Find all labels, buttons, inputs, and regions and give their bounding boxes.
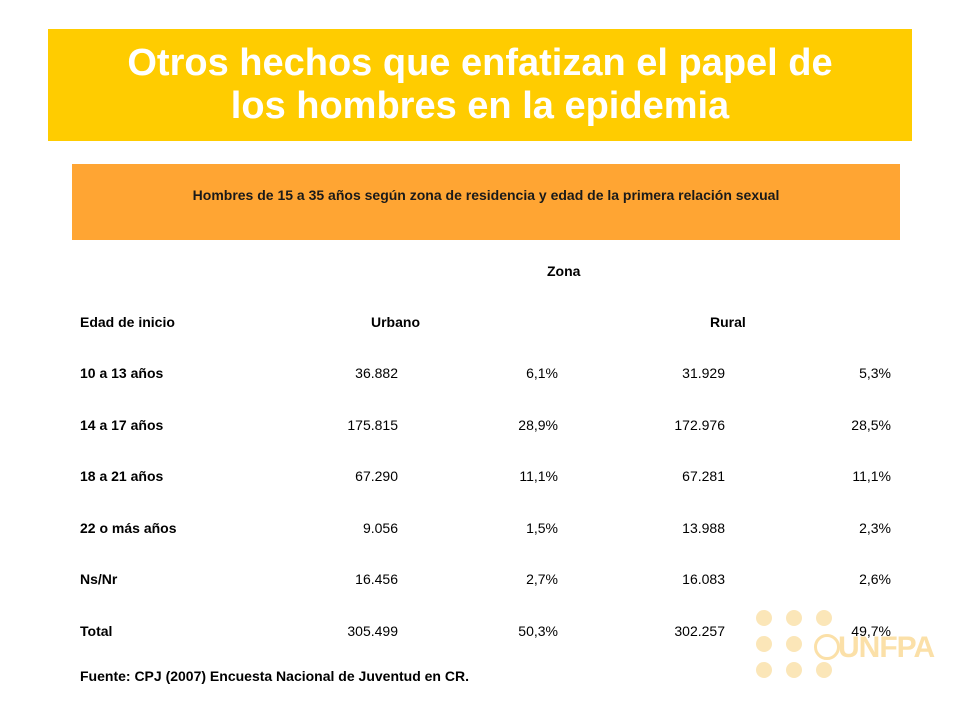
row-label: Total <box>80 623 113 639</box>
logo-dot <box>816 610 832 626</box>
rural-count: 172.976 <box>674 417 725 433</box>
slide-title: Otros hechos que enfatizan el papel de l… <box>127 42 832 128</box>
table-source-note: Fuente: CPJ (2007) Encuesta Nacional de … <box>80 668 469 684</box>
rural-percent: 5,3% <box>859 365 891 381</box>
rural-count: 302.257 <box>674 623 725 639</box>
row-label: 18 a 21 años <box>80 468 164 484</box>
rural-percent: 2,3% <box>859 520 891 536</box>
rural-percent: 11,1% <box>852 468 891 484</box>
logo-dot <box>786 636 802 652</box>
unfpa-logo-text: UNFPA <box>838 631 935 664</box>
rural-percent: 28,5% <box>851 417 891 433</box>
logo-dot <box>816 662 832 678</box>
rural-count: 13.988 <box>682 520 725 536</box>
urbano-count: 36.882 <box>355 365 398 381</box>
rural-count: 67.281 <box>682 468 725 484</box>
urbano-percent: 50,3% <box>518 623 558 639</box>
urbano-percent: 28,9% <box>518 417 558 433</box>
table-caption-banner: Hombres de 15 a 35 años según zona de re… <box>72 164 900 240</box>
urbano-count: 305.499 <box>347 623 398 639</box>
row-label: 22 o más años <box>80 520 177 536</box>
slide-title-line-1: Otros hechos que enfatizan el papel de <box>127 42 833 84</box>
logo-dot <box>756 662 772 678</box>
table-caption: Hombres de 15 a 35 años según zona de re… <box>192 187 780 203</box>
urbano-percent: 11,1% <box>519 468 558 484</box>
urbano-count: 9.056 <box>362 520 398 536</box>
row-label: 10 a 13 años <box>80 365 164 381</box>
column-header-rural: Rural <box>710 314 746 330</box>
rural-percent: 2,6% <box>859 571 891 587</box>
row-label: 14 a 17 años <box>80 417 164 433</box>
urbano-count: 16.456 <box>355 571 398 587</box>
un-emblem-icon <box>814 634 840 660</box>
column-header-edad: Edad de inicio <box>80 314 175 330</box>
logo-dot <box>786 662 802 678</box>
rural-percent: 49,7% <box>851 623 891 639</box>
logo-dot <box>786 610 802 626</box>
row-label: Ns/Nr <box>80 571 118 587</box>
rural-count: 31.929 <box>682 365 725 381</box>
urbano-count: 67.290 <box>355 468 398 484</box>
slide-title-banner: Otros hechos que enfatizan el papel de l… <box>48 29 912 141</box>
urbano-count: 175.815 <box>347 417 398 433</box>
urbano-percent: 6,1% <box>526 365 558 381</box>
urbano-percent: 2,7% <box>526 571 558 587</box>
column-header-urbano: Urbano <box>371 314 420 330</box>
logo-dot <box>756 636 772 652</box>
unfpa-logo <box>750 608 920 690</box>
slide-title-line-2: los hombres en la epidemia <box>230 85 730 127</box>
urbano-percent: 1,5% <box>526 520 558 536</box>
zona-header: Zona <box>547 263 581 279</box>
rural-count: 16.083 <box>682 571 725 587</box>
logo-dot <box>756 610 772 626</box>
